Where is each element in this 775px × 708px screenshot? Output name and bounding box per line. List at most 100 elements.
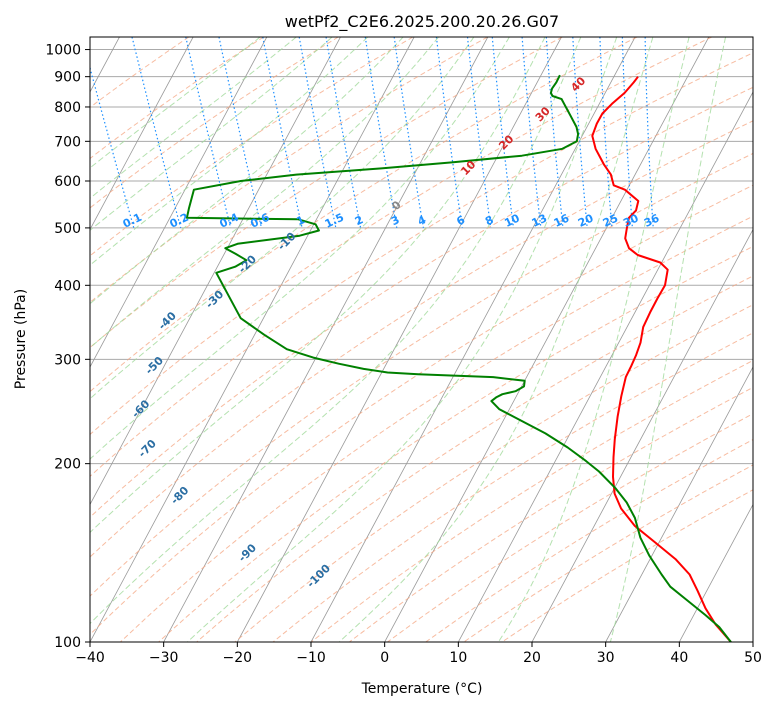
x-tick-label: −20 <box>223 650 253 666</box>
x-axis: −40 −30 −20 −10 0 10 20 30 40 50 <box>75 642 762 666</box>
mixing-ratio-line <box>545 37 564 228</box>
mixing-ratio-line <box>393 37 424 228</box>
dry-adiabat-line <box>90 37 563 349</box>
y-tick-label: 800 <box>54 100 81 116</box>
y-tick-label: 300 <box>54 352 81 368</box>
moist-adiabat-line <box>90 37 261 169</box>
x-tick-label: −10 <box>296 650 326 666</box>
isotherm-line <box>90 37 194 231</box>
moist-adiabat-line <box>90 37 333 231</box>
isotherm-line <box>678 503 753 642</box>
x-tick-label: 40 <box>670 650 688 666</box>
dry-adiabat-line <box>90 52 753 477</box>
mixing-ratio-line <box>491 37 515 228</box>
moist-adiabat-line <box>609 37 727 642</box>
isotherm-line <box>236 37 562 642</box>
dry-adiabat-line <box>90 37 339 209</box>
mixing-ratio-label: 4 <box>416 213 429 228</box>
dry-adiabat-line <box>90 37 638 393</box>
moist-adiabat-label: 40 <box>568 74 588 94</box>
mixing-ratio-line <box>262 37 303 229</box>
dry-adiabat-label: -100 <box>304 561 333 590</box>
dry-adiabat-line <box>310 359 753 642</box>
isotherm-line <box>605 366 753 642</box>
mixing-ratio-line <box>298 37 337 229</box>
dry-adiabat-line <box>196 275 753 642</box>
mixing-ratio-label: 3 <box>389 213 401 228</box>
y-tick-label: 600 <box>54 174 81 190</box>
y-axis: 100 200 300 400 500 600 700 800 900 1000 <box>45 43 90 651</box>
y-tick-label: 900 <box>54 70 81 86</box>
y-tick-label: 400 <box>54 278 81 294</box>
dry-adiabat-line <box>90 184 753 636</box>
moist-adiabat-line <box>90 37 439 349</box>
dry-adiabat-label: -90 <box>236 541 259 564</box>
mixing-ratio-label: 25 <box>601 212 620 230</box>
moist-adiabat-line <box>90 37 297 199</box>
y-tick-label: 500 <box>54 221 81 237</box>
mixing-ratio-line <box>185 37 232 229</box>
y-axis-title: Pressure (hPa) <box>13 289 29 389</box>
x-tick-label: 30 <box>597 650 615 666</box>
mixing-ratio-line <box>325 37 362 229</box>
dry-adiabat-line <box>349 386 753 642</box>
mixing-ratio-label: 36 <box>642 211 662 229</box>
dry-adiabat-line <box>90 37 414 257</box>
y-tick-label: 100 <box>54 635 81 651</box>
x-tick-label: 20 <box>523 650 541 666</box>
dry-adiabat-label: -30 <box>203 288 226 311</box>
mixing-ratio-line <box>218 37 263 229</box>
dry-adiabat-label: -10 <box>275 229 298 252</box>
isotherm-line <box>90 37 341 506</box>
mixing-ratio-line <box>90 65 135 229</box>
x-tick-label: 0 <box>380 650 389 666</box>
x-tick-label: 10 <box>449 650 467 666</box>
isotherm-line <box>90 37 415 642</box>
moist-adiabat-line <box>90 37 404 305</box>
x-tick-label: −40 <box>75 650 105 666</box>
isotherm-line <box>752 641 753 642</box>
dry-adiabat-label: -80 <box>168 484 191 507</box>
mixing-ratio-label: 30 <box>621 211 641 229</box>
mixing-ratio-label: 13 <box>530 212 549 230</box>
dry-adiabat-line <box>425 438 753 642</box>
dewpoint-profile-line <box>185 74 732 642</box>
y-tick-label: 1000 <box>45 43 81 59</box>
moist-adiabat-label: 20 <box>496 132 516 152</box>
dry-adiabat-line <box>120 215 753 642</box>
dry-adiabat-label: -40 <box>156 309 179 332</box>
moist-adiabat-line <box>90 37 510 460</box>
dry-adiabat-line <box>158 245 753 642</box>
temperature-profile-line <box>591 76 732 642</box>
mixing-ratio-line <box>521 37 542 228</box>
x-tick-label: 50 <box>744 650 762 666</box>
plot-frame <box>89 36 754 643</box>
moist-adiabat-line <box>90 37 582 625</box>
mixing-ratio-line <box>644 37 654 228</box>
x-axis-title: Temperature (°C) <box>361 681 483 697</box>
mixing-ratio-label: 8 <box>483 213 495 228</box>
mixing-ratio-line <box>621 37 633 228</box>
dry-adiabat-line <box>387 413 753 642</box>
isotherm-line <box>457 91 753 642</box>
dry-adiabat-line <box>90 37 190 108</box>
dry-adiabat-label: -70 <box>136 437 159 460</box>
moist-adiabat-line <box>497 37 690 642</box>
plot-series <box>185 74 732 642</box>
dry-adiabat-line <box>90 120 753 558</box>
moist-adiabat-line <box>338 37 654 642</box>
mixing-ratio-line <box>572 37 588 228</box>
plot-background-lines <box>90 37 753 642</box>
y-tick-label: 200 <box>54 457 81 473</box>
mixing-ratio-label: 6 <box>455 213 468 228</box>
dry-adiabat-line <box>90 152 753 597</box>
moist-adiabat-line <box>187 37 618 642</box>
dry-adiabat-line <box>272 332 753 642</box>
chart-title: wetPf2_C2E6.2025.200.20.26.G07 <box>285 12 559 32</box>
mixing-ratio-line <box>131 37 182 229</box>
x-tick-label: −30 <box>149 650 179 666</box>
isotherm-line <box>90 37 268 368</box>
mixing-ratio-label: 16 <box>552 211 572 229</box>
moist-adiabat-line <box>90 37 546 534</box>
isotherm-line <box>163 37 489 642</box>
